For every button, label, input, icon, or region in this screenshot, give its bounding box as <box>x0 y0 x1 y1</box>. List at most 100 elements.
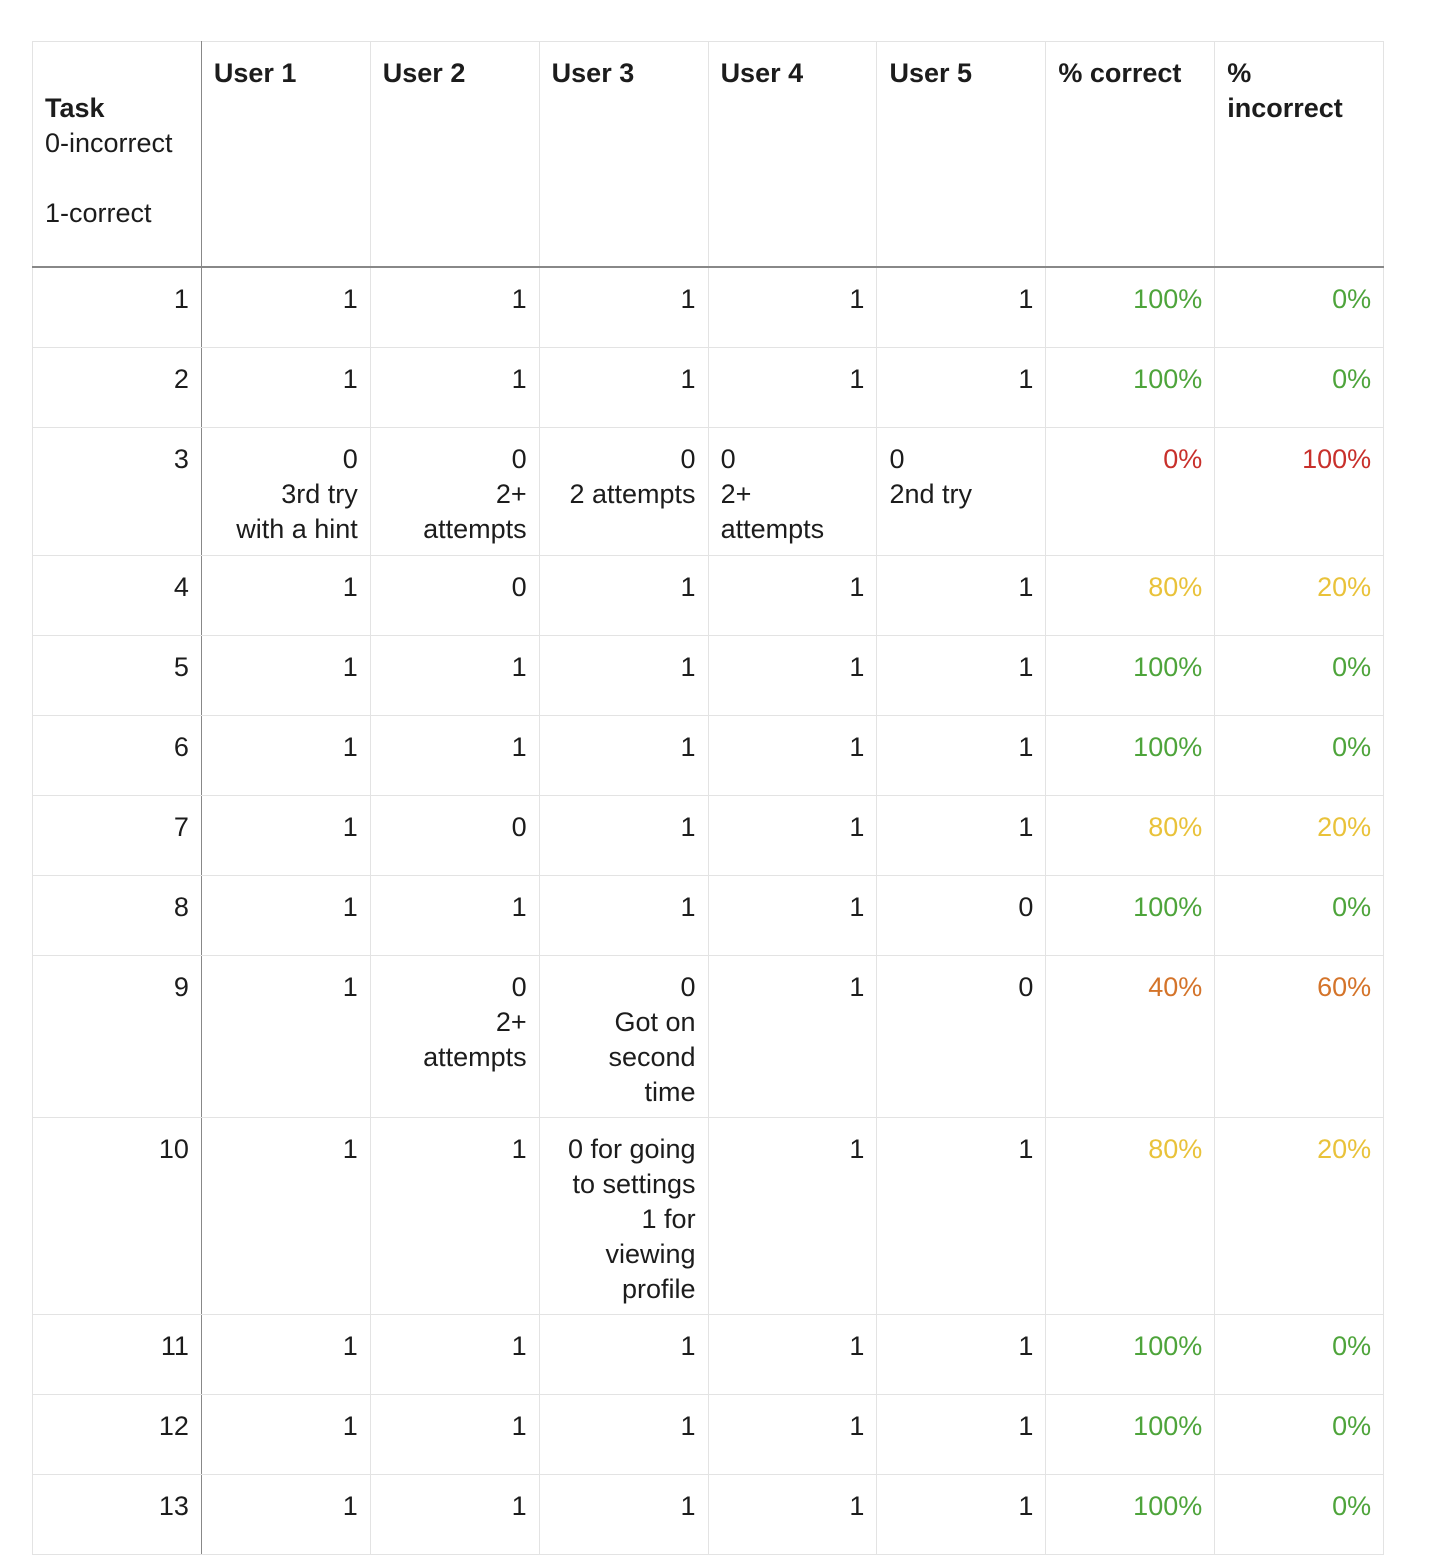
cell-user-4[interactable]: 1 <box>707 635 878 716</box>
cell-user-1[interactable]: 1 <box>200 955 371 1118</box>
cell-user-2[interactable]: 0 <box>369 555 540 636</box>
cell-user-1[interactable]: 1 <box>200 875 371 956</box>
cell-user-3[interactable]: 1 <box>538 347 709 428</box>
cell-user-1[interactable]: 0 3rd try with a hint <box>200 427 371 556</box>
cell-user-3[interactable]: 1 <box>538 635 709 716</box>
cell-pct-correct[interactable]: 100% <box>1045 347 1216 428</box>
cell-pct-correct[interactable]: 80% <box>1045 1117 1216 1315</box>
cell-pct-incorrect[interactable]: 100% <box>1214 427 1385 556</box>
cell-task[interactable]: 6 <box>32 715 202 796</box>
cell-pct-incorrect[interactable]: 20% <box>1214 1117 1385 1315</box>
cell-task[interactable]: 12 <box>32 1394 202 1475</box>
cell-pct-incorrect[interactable]: 0% <box>1214 266 1385 348</box>
cell-user-3[interactable]: 1 <box>538 875 709 956</box>
cell-user-2[interactable]: 1 <box>369 715 540 796</box>
cell-pct-correct[interactable]: 100% <box>1045 635 1216 716</box>
cell-pct-incorrect[interactable]: 60% <box>1214 955 1385 1118</box>
cell-task[interactable]: 13 <box>32 1474 202 1555</box>
cell-user-2[interactable]: 1 <box>369 1394 540 1475</box>
cell-task[interactable]: 1 <box>32 266 202 348</box>
header-user-2[interactable]: User 2 <box>369 41 540 268</box>
cell-pct-correct[interactable]: 100% <box>1045 266 1216 348</box>
header-user-3[interactable]: User 3 <box>538 41 709 268</box>
cell-user-1[interactable]: 1 <box>200 635 371 716</box>
cell-pct-incorrect[interactable]: 0% <box>1214 1474 1385 1555</box>
cell-user-1[interactable]: 1 <box>200 715 371 796</box>
cell-user-3[interactable]: 0 for going to settings 1 for viewing pr… <box>538 1117 709 1315</box>
cell-pct-incorrect[interactable]: 0% <box>1214 715 1385 796</box>
header-user-4[interactable]: User 4 <box>707 41 878 268</box>
cell-user-5[interactable]: 0 2nd try <box>876 427 1047 556</box>
cell-user-5[interactable]: 1 <box>876 555 1047 636</box>
cell-pct-incorrect[interactable]: 0% <box>1214 635 1385 716</box>
cell-user-5[interactable]: 1 <box>876 1474 1047 1555</box>
cell-user-2[interactable]: 1 <box>369 1474 540 1555</box>
cell-pct-correct[interactable]: 100% <box>1045 875 1216 956</box>
cell-pct-incorrect[interactable]: 0% <box>1214 875 1385 956</box>
cell-pct-correct[interactable]: 100% <box>1045 1474 1216 1555</box>
cell-user-1[interactable]: 1 <box>200 555 371 636</box>
cell-user-3[interactable]: 1 <box>538 1474 709 1555</box>
cell-user-5[interactable]: 1 <box>876 1314 1047 1395</box>
cell-user-5[interactable]: 1 <box>876 1117 1047 1315</box>
cell-task[interactable]: 9 <box>32 955 202 1118</box>
cell-task[interactable]: 7 <box>32 795 202 876</box>
cell-user-2[interactable]: 0 2+ attempts <box>369 427 540 556</box>
cell-pct-correct[interactable]: 100% <box>1045 1394 1216 1475</box>
cell-user-2[interactable]: 1 <box>369 1117 540 1315</box>
cell-user-1[interactable]: 1 <box>200 795 371 876</box>
header-user-1[interactable]: User 1 <box>200 41 371 268</box>
cell-user-1[interactable]: 1 <box>200 1117 371 1315</box>
cell-user-2[interactable]: 1 <box>369 635 540 716</box>
cell-pct-correct[interactable]: 100% <box>1045 1314 1216 1395</box>
cell-user-3[interactable]: 1 <box>538 795 709 876</box>
cell-user-3[interactable]: 1 <box>538 1314 709 1395</box>
cell-user-3[interactable]: 1 <box>538 1394 709 1475</box>
cell-user-2[interactable]: 1 <box>369 347 540 428</box>
cell-user-1[interactable]: 1 <box>200 1474 371 1555</box>
cell-user-2[interactable]: 0 <box>369 795 540 876</box>
cell-user-4[interactable]: 0 2+ attempts <box>707 427 878 556</box>
cell-user-4[interactable]: 1 <box>707 875 878 956</box>
cell-pct-correct[interactable]: 80% <box>1045 795 1216 876</box>
cell-user-5[interactable]: 0 <box>876 955 1047 1118</box>
cell-task[interactable]: 2 <box>32 347 202 428</box>
cell-task[interactable]: 5 <box>32 635 202 716</box>
cell-user-2[interactable]: 1 <box>369 875 540 956</box>
cell-user-5[interactable]: 1 <box>876 266 1047 348</box>
cell-user-1[interactable]: 1 <box>200 1394 371 1475</box>
cell-user-3[interactable]: 1 <box>538 715 709 796</box>
cell-user-5[interactable]: 0 <box>876 875 1047 956</box>
cell-user-1[interactable]: 1 <box>200 347 371 428</box>
cell-user-4[interactable]: 1 <box>707 795 878 876</box>
cell-task[interactable]: 11 <box>32 1314 202 1395</box>
cell-pct-correct[interactable]: 80% <box>1045 555 1216 636</box>
cell-user-3[interactable]: 0 Got on second time <box>538 955 709 1118</box>
cell-user-1[interactable]: 1 <box>200 1314 371 1395</box>
cell-user-3[interactable]: 1 <box>538 555 709 636</box>
cell-pct-incorrect[interactable]: 20% <box>1214 555 1385 636</box>
cell-user-2[interactable]: 1 <box>369 266 540 348</box>
cell-user-1[interactable]: 1 <box>200 266 371 348</box>
cell-user-4[interactable]: 1 <box>707 347 878 428</box>
cell-user-5[interactable]: 1 <box>876 1394 1047 1475</box>
cell-user-4[interactable]: 1 <box>707 715 878 796</box>
cell-pct-correct[interactable]: 0% <box>1045 427 1216 556</box>
cell-user-4[interactable]: 1 <box>707 1117 878 1315</box>
header-user-5[interactable]: User 5 <box>876 41 1047 268</box>
cell-user-5[interactable]: 1 <box>876 347 1047 428</box>
cell-user-4[interactable]: 1 <box>707 955 878 1118</box>
header-task[interactable]: Task 0-incorrect 1-correct <box>32 41 202 268</box>
cell-pct-correct[interactable]: 100% <box>1045 715 1216 796</box>
cell-task[interactable]: 10 <box>32 1117 202 1315</box>
cell-user-5[interactable]: 1 <box>876 795 1047 876</box>
cell-pct-incorrect[interactable]: 0% <box>1214 347 1385 428</box>
cell-user-4[interactable]: 1 <box>707 555 878 636</box>
cell-user-4[interactable]: 1 <box>707 1394 878 1475</box>
cell-task[interactable]: 8 <box>32 875 202 956</box>
cell-user-4[interactable]: 1 <box>707 266 878 348</box>
cell-task[interactable]: 4 <box>32 555 202 636</box>
header-pct-incorrect[interactable]: % incorrect <box>1214 41 1385 268</box>
cell-user-5[interactable]: 1 <box>876 715 1047 796</box>
cell-user-5[interactable]: 1 <box>876 635 1047 716</box>
